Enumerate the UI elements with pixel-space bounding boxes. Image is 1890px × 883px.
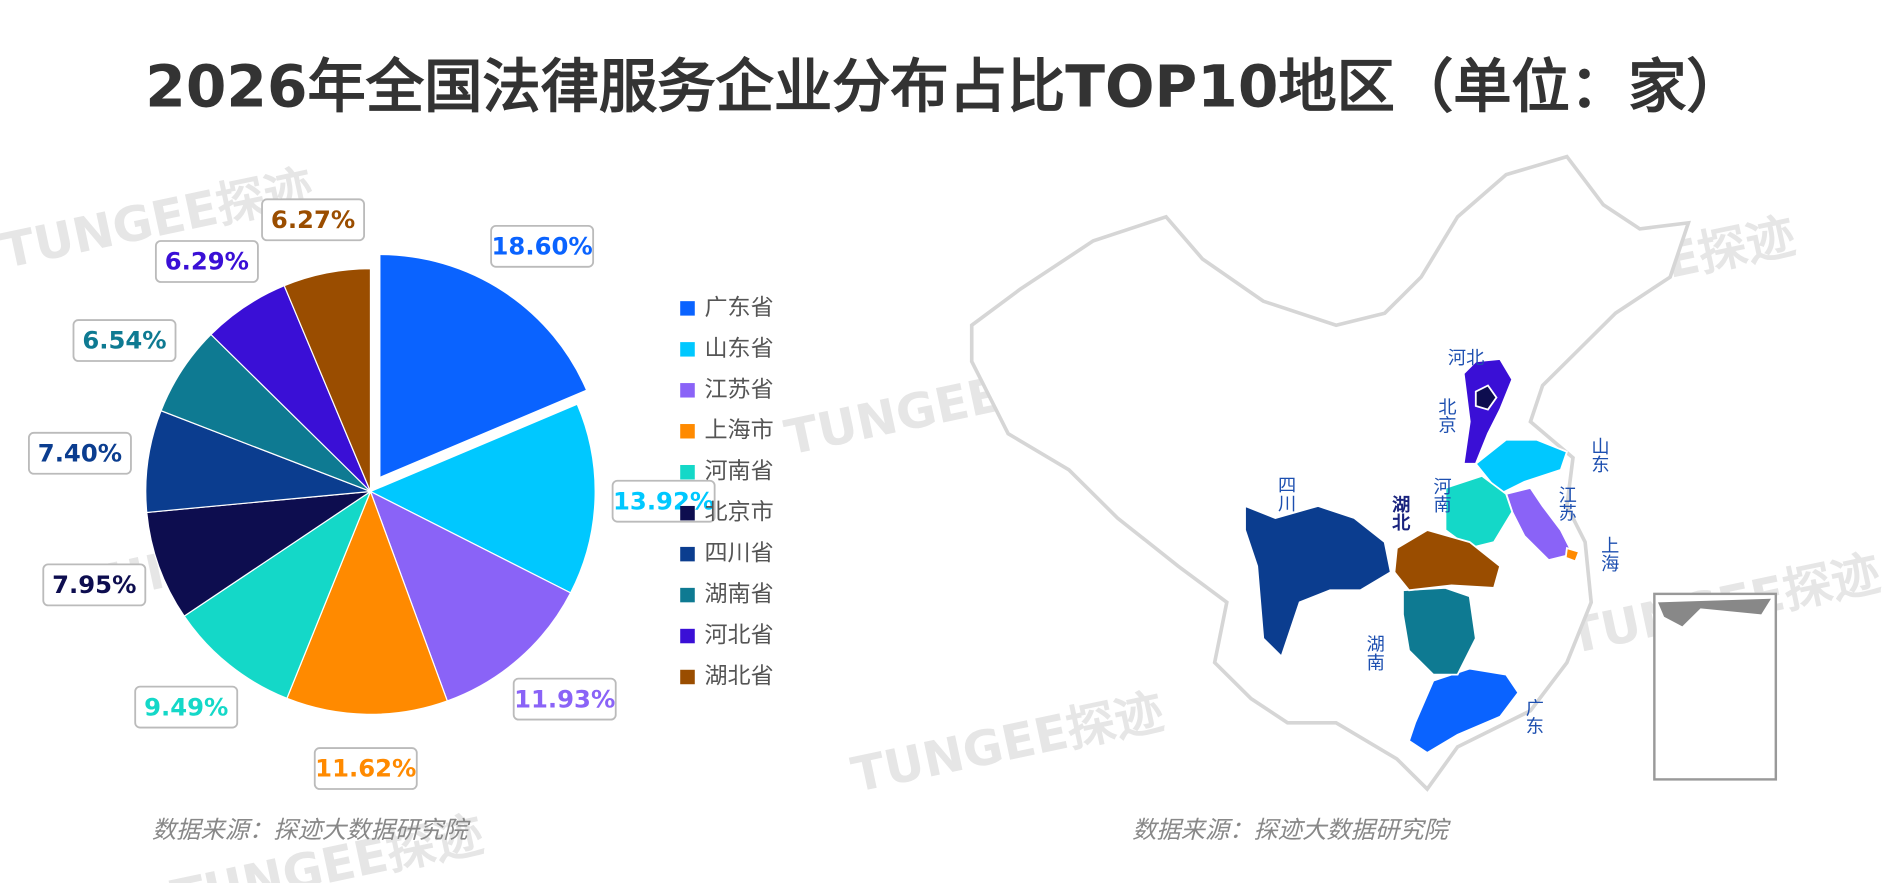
map-label: 广东 [1523, 699, 1544, 735]
value-label: 7.95% [52, 571, 136, 599]
legend-swatch [680, 464, 695, 480]
map-province [1402, 586, 1477, 676]
source-note: 数据来源：探迹大数据研究院 [152, 816, 472, 844]
legend-swatch [680, 669, 695, 685]
legend-label: 北京市 [704, 500, 773, 526]
legend-label: 广东省 [704, 295, 773, 321]
pie-slice [283, 268, 372, 492]
value-label: 7.40% [38, 440, 122, 468]
map-label: 湖南 [1364, 635, 1385, 671]
value-label-box [512, 677, 617, 721]
legend-label: 四川省 [704, 541, 773, 567]
value-label: 6.29% [165, 248, 249, 276]
source-note: 数据来源：探迹大数据研究院 [1132, 816, 1452, 844]
pie-slice [286, 489, 449, 715]
value-label-box [490, 224, 595, 268]
map-label: 湖北 [1389, 495, 1410, 531]
watermark: TUNGEE探迹 [847, 684, 1168, 804]
chart-title: 2026年全国法律服务企业分布占比TOP10地区（单位：家） [145, 53, 1744, 121]
legend-swatch [680, 424, 695, 439]
pie-slice [369, 403, 596, 594]
map-province [1393, 529, 1502, 592]
map-label: 河南 [1431, 477, 1452, 513]
value-label: 11.93% [514, 685, 615, 713]
value-label: 6.27% [271, 206, 355, 234]
pie-slice [379, 253, 588, 479]
value-label-box [134, 685, 239, 729]
map-inset-coast [1658, 598, 1771, 627]
legend-label: 河北省 [704, 623, 773, 649]
map-outline [969, 154, 1692, 792]
legend-label: 河南省 [704, 459, 773, 485]
value-label-box [313, 747, 418, 790]
map-province [1474, 384, 1498, 411]
pie-slice [183, 489, 372, 700]
value-label-box [154, 240, 259, 283]
map-label: 山东 [1588, 437, 1609, 473]
value-label: 6.54% [82, 327, 166, 355]
legend-label: 山东省 [704, 336, 773, 362]
map-province [1244, 504, 1392, 659]
value-label-box [261, 198, 365, 242]
legend-swatch [680, 587, 695, 603]
map-label: 江苏 [1556, 485, 1577, 521]
map-label: 上海 [1598, 536, 1619, 572]
map-inset [1653, 592, 1778, 781]
map-province [1444, 474, 1514, 550]
value-label-box [72, 319, 177, 362]
pie-slice [146, 490, 371, 617]
value-label: 18.60% [492, 233, 593, 261]
legend-swatch [680, 546, 695, 562]
legend-swatch [680, 505, 695, 521]
map-label: 河北 [1448, 348, 1484, 369]
legend-swatch [680, 342, 695, 357]
pie-slice [369, 490, 572, 702]
legend-label: 江苏省 [704, 377, 773, 403]
value-label-box [28, 431, 132, 475]
value-label-box [42, 563, 147, 607]
legend-swatch [680, 383, 695, 398]
map-province [1564, 546, 1581, 563]
legend-swatch [680, 301, 695, 316]
legend-label: 上海市 [704, 418, 773, 444]
pie: 18.60% 13.92% 11.93% 11.62% 9.49% 7.95% 7.40% 6… [28, 198, 716, 790]
value-label: 11.62% [315, 755, 416, 783]
legend-swatch [680, 628, 695, 644]
legend-label: 湖北省 [704, 664, 773, 690]
map-province [1462, 358, 1514, 465]
value-label: 9.49% [144, 693, 228, 721]
value-label: 13.92% [613, 487, 714, 515]
map-label: 四川 [1275, 476, 1296, 512]
pie-slice [145, 409, 371, 514]
legend-label: 湖南省 [704, 582, 773, 608]
map-label: 北京 [1435, 397, 1456, 434]
